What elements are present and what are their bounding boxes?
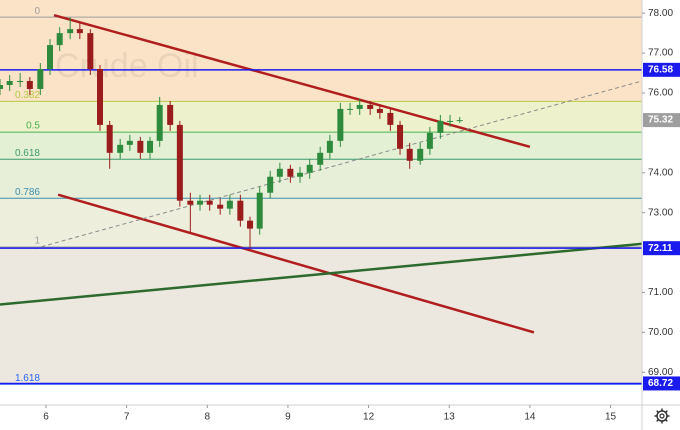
fib-band (0, 198, 642, 247)
candle-body (17, 81, 24, 82)
x-tick-label: 12 (363, 412, 375, 423)
fib-band (0, 159, 642, 199)
price-level-label: 76.58 (648, 64, 673, 75)
fib-band (0, 101, 642, 133)
candle-body (126, 140, 133, 145)
gear-hub (659, 413, 665, 419)
x-tick-label: 6 (43, 412, 49, 423)
candle-body (217, 204, 224, 209)
y-tick-label: 74.00 (648, 167, 673, 178)
x-tick-label: 9 (285, 412, 291, 423)
candle-body (237, 200, 244, 221)
candle-body (276, 168, 283, 177)
candle-body (306, 164, 313, 173)
candle-body (317, 152, 324, 165)
candle-body (326, 140, 333, 153)
axes: 69.00 70.00 71.00 73.00 74.00 76.00 77.00 78.00… (43, 8, 680, 423)
candle-body (56, 33, 63, 46)
candle-body (67, 29, 74, 34)
x-tick-label: 7 (124, 412, 130, 423)
gear-teeth (654, 408, 670, 424)
candle-body (0, 84, 3, 89)
last-price-label: 75.32 (648, 115, 673, 126)
candle-body (397, 124, 404, 149)
fib-label: 0 (34, 6, 40, 17)
candle-body (47, 45, 54, 70)
last-price-tag (643, 113, 680, 128)
x-tick-label: 8 (204, 412, 210, 423)
y-tick-label: 76.00 (648, 88, 673, 99)
candle-body (287, 168, 294, 177)
candle-body (447, 120, 454, 122)
candle-body (97, 69, 104, 125)
fib-band (0, 0, 642, 18)
trend-line (53, 13, 531, 149)
trend-line (57, 193, 535, 334)
settings-gear[interactable] (654, 408, 670, 424)
trend-line (0, 242, 643, 306)
candle-body (456, 120, 463, 122)
fib-label: 0.382 (15, 90, 40, 101)
candle-body (356, 104, 363, 109)
candle-body (6, 81, 13, 85)
price-level-label: 68.72 (648, 378, 673, 389)
candle-body (87, 33, 94, 70)
price-level-tag (643, 62, 680, 77)
x-tick-label: 15 (605, 412, 617, 423)
candle-body (376, 108, 383, 113)
candle-body (297, 172, 304, 177)
watermark: Crude Oil (55, 47, 199, 85)
fib-label: 1.618 (15, 373, 40, 384)
plot-area: Crude Oil 0 0.382 0.5 0.618 0.786 1 1.618 (0, 0, 643, 405)
price-level-tag (643, 376, 680, 391)
candle-body (156, 104, 163, 141)
candle-body (387, 112, 394, 125)
x-tick-label: 14 (524, 412, 536, 423)
price-level-tag (643, 241, 680, 256)
fib-label: 0.618 (15, 148, 40, 159)
fib-label: 0.786 (15, 187, 40, 198)
time-axis-strip (0, 405, 680, 430)
candle-body (26, 81, 33, 89)
y-tick-label: 70.00 (648, 327, 673, 338)
candle-body (367, 104, 374, 109)
candle-body (437, 120, 444, 133)
fib-band (0, 246, 642, 385)
candle-body (137, 140, 144, 153)
candle-body (106, 124, 113, 153)
candle-body (426, 132, 433, 149)
fib-label: 1 (34, 236, 40, 247)
candle-body (167, 104, 174, 125)
candle-body (147, 140, 154, 153)
y-tick-label: 71.00 (648, 287, 673, 298)
fib-band (0, 17, 642, 102)
candle-body (37, 69, 44, 89)
candle-body (267, 176, 274, 193)
x-tick-label: 13 (444, 412, 456, 423)
y-tick-label: 69.00 (648, 367, 673, 378)
candle-body (187, 200, 194, 205)
candle-body (76, 29, 83, 34)
candle-body (226, 200, 233, 209)
candle-body (247, 220, 254, 229)
candle-body (337, 108, 344, 141)
candle-body (256, 192, 263, 229)
fib-label: 0.5 (26, 121, 40, 132)
price-level-label: 72.11 (648, 243, 673, 254)
y-tick-label: 73.00 (648, 207, 673, 218)
candle-body (176, 124, 183, 201)
y-tick-label: 78.00 (648, 8, 673, 19)
trend-line (34, 80, 643, 250)
y-tick-label: 77.00 (648, 48, 673, 59)
candle-body (347, 108, 354, 110)
fib-band (0, 384, 642, 405)
candle-body (406, 148, 413, 161)
candle-body (197, 200, 204, 205)
candle-body (417, 148, 424, 161)
candle-body (206, 200, 213, 205)
candle-body (117, 144, 124, 153)
